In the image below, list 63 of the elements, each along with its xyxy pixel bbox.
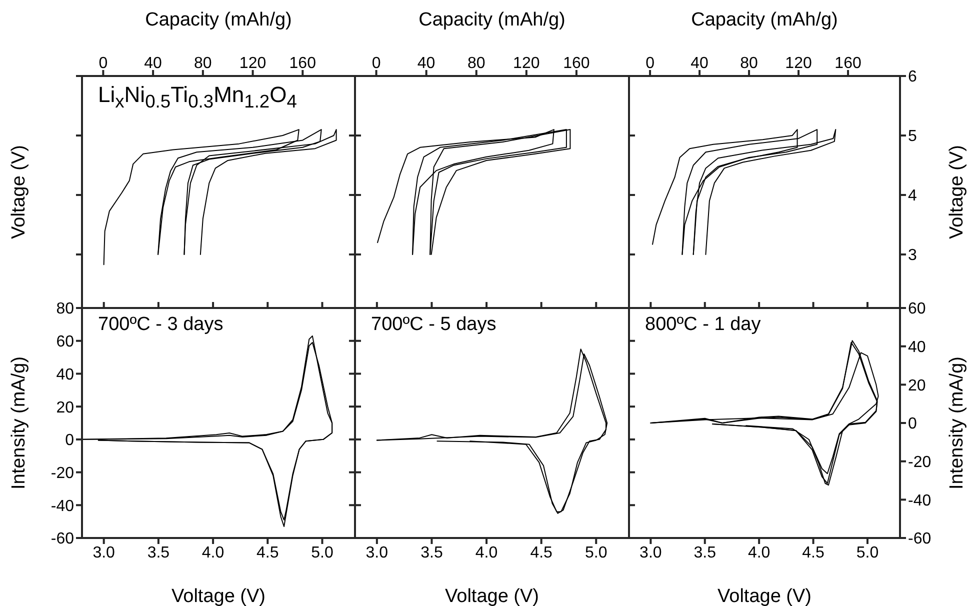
y2-tick-label: 5 bbox=[908, 128, 917, 146]
x-tick-label: 120 bbox=[239, 55, 266, 72]
y2-tick-label: 4 bbox=[908, 188, 917, 205]
x-tick-label: 4.0 bbox=[202, 544, 224, 562]
x-tick-label: 4.5 bbox=[802, 544, 824, 562]
x-axis-title: Voltage (V) bbox=[172, 586, 266, 606]
x-tick-label: 80 bbox=[740, 55, 758, 72]
y-axis-title: Intensity (mA/g) bbox=[8, 356, 30, 490]
x-tick-label: 80 bbox=[194, 55, 212, 72]
y2-tick-label: 3 bbox=[908, 247, 917, 264]
y-tick-label: 20 bbox=[56, 399, 74, 416]
x-axis-title: Voltage (V) bbox=[718, 586, 812, 606]
x-axis-title: Capacity (mAh/g) bbox=[145, 9, 292, 30]
y-tick-label: 40 bbox=[56, 366, 74, 384]
y2-tick-label: 20 bbox=[908, 377, 926, 394]
y-tick-label: -60 bbox=[50, 530, 74, 548]
x-tick-label: 120 bbox=[785, 55, 812, 72]
x-tick-label: 160 bbox=[563, 55, 590, 72]
y-tick-label: -40 bbox=[50, 498, 74, 515]
x-axis-title: Capacity (mAh/g) bbox=[418, 9, 566, 30]
x-tick-label: 160 bbox=[834, 55, 862, 72]
x-tick-label: 0 bbox=[98, 55, 108, 72]
x-tick-label: 3.5 bbox=[420, 544, 443, 562]
y-tick-label: 0 bbox=[65, 432, 74, 450]
x-tick-label: 40 bbox=[690, 55, 709, 72]
x-axis-title: Capacity (mAh/g) bbox=[691, 9, 838, 30]
y-axis-title: Voltage (V) bbox=[8, 145, 30, 239]
y2-tick-label: -60 bbox=[908, 530, 932, 548]
x-tick-label: 120 bbox=[513, 55, 540, 72]
x-tick-label: 0 bbox=[372, 55, 381, 72]
x-tick-label: 0 bbox=[646, 55, 655, 72]
y2-tick-label: -40 bbox=[908, 492, 932, 510]
annotation: 700ºC - 3 days bbox=[98, 314, 224, 337]
y-tick-label: 60 bbox=[56, 334, 74, 351]
x-tick-label: 3.0 bbox=[366, 544, 388, 562]
x-tick-label: 40 bbox=[144, 55, 162, 72]
x-tick-label: 80 bbox=[467, 55, 486, 72]
y2-axis-title: Intensity (mA/g) bbox=[946, 356, 968, 490]
x-tick-label: 4.5 bbox=[256, 544, 279, 562]
x-tick-label: 3.5 bbox=[694, 544, 716, 562]
y-tick-label: 80 bbox=[56, 300, 74, 318]
y-tick-label: -20 bbox=[50, 464, 74, 482]
y2-tick-label: -20 bbox=[908, 454, 932, 472]
x-axis-title: Voltage (V) bbox=[445, 586, 539, 606]
x-tick-label: 3.5 bbox=[147, 544, 170, 562]
x-tick-label: 4.0 bbox=[475, 544, 498, 562]
y2-tick-label: 60 bbox=[908, 300, 926, 318]
y2-tick-label: 0 bbox=[908, 416, 917, 433]
y2-axis-title: Voltage (V) bbox=[946, 145, 968, 239]
y2-tick-label: 40 bbox=[908, 339, 926, 356]
x-tick-label: 4.0 bbox=[748, 544, 770, 562]
x-tick-label: 5.0 bbox=[311, 544, 334, 562]
annotation: 700ºC - 5 days bbox=[371, 314, 496, 337]
x-tick-label: 3.0 bbox=[92, 544, 116, 562]
x-tick-label: 40 bbox=[417, 55, 436, 72]
x-tick-label: 160 bbox=[289, 55, 316, 72]
text: Li$_{x}$Ni$_{0.5}$Ti$_{0.3}$Mn$_{1.2}$O$_{4}$ bbox=[98, 82, 297, 112]
x-tick-label: 3.0 bbox=[640, 544, 662, 562]
x-tick-label: 5.0 bbox=[584, 544, 608, 562]
x-tick-label: 4.5 bbox=[530, 544, 553, 562]
x-tick-label: 5.0 bbox=[856, 544, 879, 562]
annotation: 800ºC - 1 day bbox=[645, 314, 761, 337]
y2-tick-label: 6 bbox=[908, 68, 917, 86]
